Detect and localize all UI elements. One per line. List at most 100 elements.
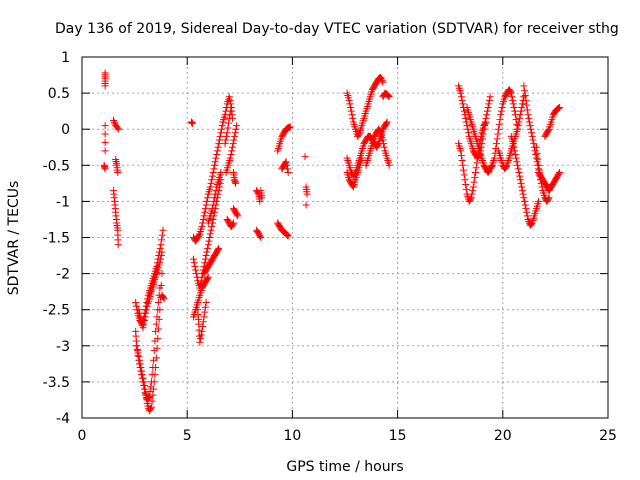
- data-point: [519, 190, 527, 198]
- data-point: [157, 255, 165, 263]
- data-point: [532, 154, 540, 162]
- data-point: [212, 154, 220, 162]
- data-point: [191, 262, 199, 270]
- data-point: [211, 190, 219, 198]
- data-point: [101, 147, 109, 155]
- data-point: [201, 205, 209, 213]
- data-point: [207, 179, 215, 187]
- data-point: [512, 154, 520, 162]
- data-point: [349, 114, 357, 122]
- data-point: [532, 150, 540, 158]
- data-point: [380, 143, 388, 151]
- data-point: [527, 221, 535, 229]
- data-point: [206, 234, 214, 241]
- data-point: [226, 154, 234, 162]
- data-point: [132, 298, 140, 306]
- data-point: [211, 194, 219, 202]
- data-point: [256, 232, 264, 240]
- data-point: [527, 125, 535, 133]
- x-tick-label: 5: [183, 428, 192, 444]
- data-point: [457, 93, 465, 101]
- data-point: [462, 185, 470, 193]
- x-tick-label: 25: [599, 428, 617, 444]
- data-point: [462, 114, 470, 122]
- data-point: [133, 342, 141, 350]
- data-point: [347, 107, 355, 115]
- data-point: [208, 205, 216, 213]
- data-point: [498, 104, 506, 112]
- data-point: [136, 309, 144, 317]
- data-point: [223, 129, 231, 137]
- data-point: [509, 100, 517, 108]
- data-point: [495, 125, 503, 133]
- y-tick-label: -1: [56, 194, 70, 210]
- data-point: [208, 172, 216, 180]
- data-point: [211, 158, 219, 166]
- data-point: [101, 122, 109, 130]
- data-point: [214, 246, 222, 254]
- data-point: [203, 248, 211, 256]
- data-point: [497, 107, 505, 115]
- data-point: [523, 208, 531, 216]
- data-point: [507, 89, 515, 97]
- data-point: [224, 124, 232, 132]
- data-point: [137, 367, 145, 375]
- data-point: [508, 93, 516, 101]
- x-tick-label: 0: [78, 428, 87, 444]
- data-point: [518, 100, 526, 108]
- data-point: [202, 201, 210, 209]
- grid: [82, 57, 608, 418]
- data-point: [520, 93, 528, 101]
- data-point: [516, 176, 524, 184]
- data-point: [217, 129, 225, 137]
- y-tick-label: -1.5: [43, 231, 70, 247]
- data-point: [532, 143, 540, 151]
- data-point: [516, 114, 524, 122]
- data-point: [521, 197, 529, 205]
- data-point: [221, 140, 229, 148]
- data-point: [230, 136, 238, 144]
- data-point: [225, 93, 233, 101]
- data-point: [204, 241, 212, 249]
- data-point: [192, 270, 200, 278]
- data-point: [150, 347, 158, 355]
- data-point: [378, 77, 386, 85]
- data-point: [522, 205, 530, 213]
- data-point: [140, 385, 148, 393]
- data-point: [202, 252, 210, 260]
- data-point: [469, 183, 477, 191]
- data-point: [234, 212, 242, 220]
- data-point: [461, 176, 469, 184]
- data-point: [556, 104, 564, 112]
- data-point: [471, 173, 479, 181]
- data-point: [481, 119, 489, 127]
- data-point: [139, 378, 147, 386]
- data-point: [152, 327, 160, 335]
- data-point: [132, 302, 140, 310]
- data-point: [110, 118, 118, 126]
- data-point: [158, 248, 166, 256]
- data-point: [157, 241, 165, 249]
- data-point: [383, 118, 391, 126]
- data-point: [229, 219, 237, 227]
- data-point: [204, 244, 212, 252]
- data-point: [156, 244, 164, 252]
- data-point: [136, 363, 144, 371]
- data-point: [303, 190, 311, 198]
- data-point: [101, 165, 109, 173]
- data-point: [198, 223, 206, 231]
- data-point: [158, 236, 166, 244]
- data-points: [100, 69, 564, 415]
- data-point: [150, 356, 158, 364]
- data-point: [358, 154, 366, 162]
- data-point: [227, 100, 235, 108]
- data-point: [226, 96, 234, 104]
- data-point: [511, 107, 519, 115]
- data-point: [227, 104, 235, 112]
- data-point: [525, 118, 533, 126]
- data-point: [469, 187, 477, 195]
- data-point: [208, 176, 216, 184]
- data-point: [199, 318, 207, 326]
